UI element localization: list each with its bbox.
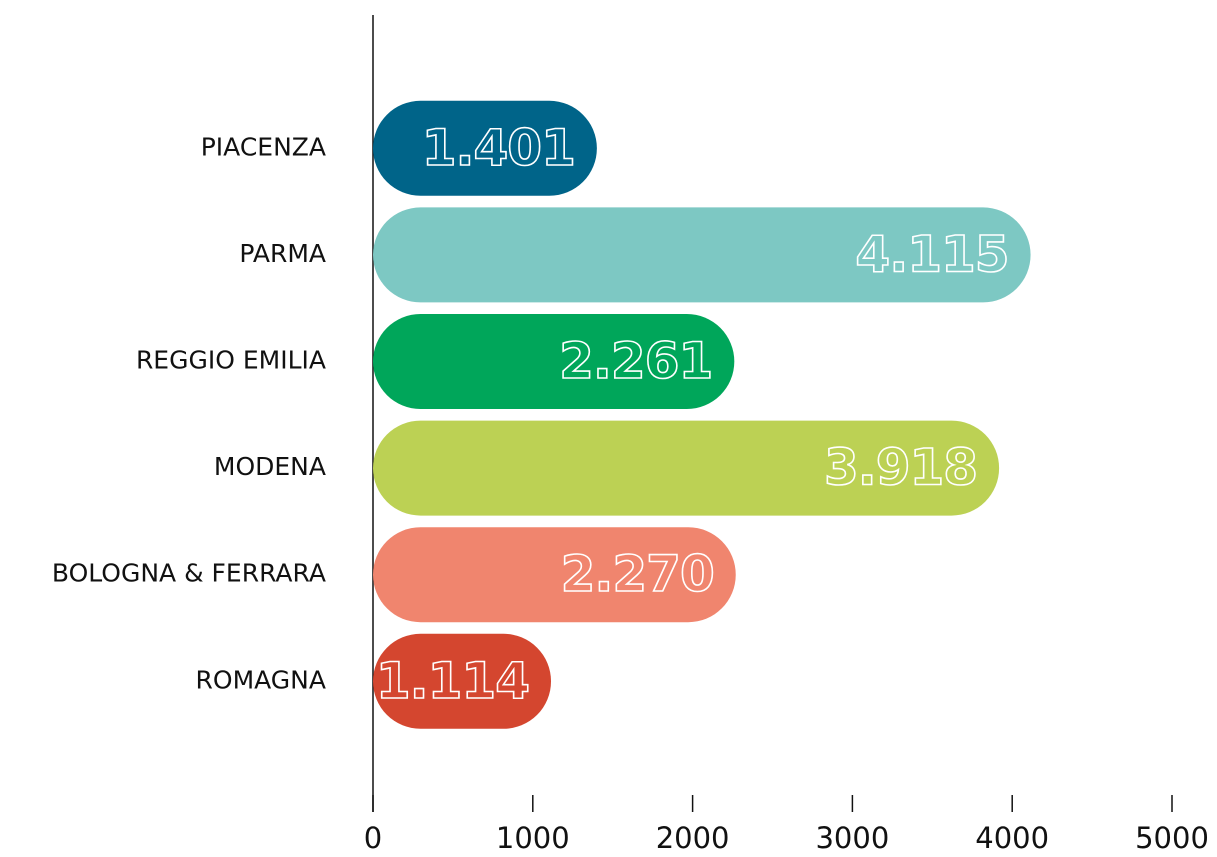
- bar: [373, 633, 552, 729]
- value-label: 4.115: [855, 225, 1008, 283]
- bar: [373, 207, 1031, 303]
- category-label: REGGIO EMILIA: [136, 346, 326, 375]
- x-tick-label: 1000: [496, 821, 570, 855]
- value-label: 2.261: [559, 332, 712, 390]
- bar: [373, 314, 735, 409]
- value-label: 1.114: [376, 652, 529, 710]
- value-label: 1.401: [422, 119, 575, 177]
- category-label: PIACENZA: [201, 132, 326, 161]
- category-label: PARMA: [239, 239, 326, 268]
- x-tick-label: 2000: [656, 821, 730, 855]
- category-label: BOLOGNA & FERRARA: [52, 559, 326, 588]
- value-label: 2.270: [561, 545, 714, 603]
- x-tick-label: 4000: [975, 821, 1049, 855]
- x-tick-label: 5000: [1135, 821, 1209, 855]
- bar: [373, 100, 597, 196]
- bar: [373, 420, 1000, 516]
- bar: [373, 527, 736, 623]
- category-label: ROMAGNA: [196, 665, 326, 694]
- x-tick-label: 0: [364, 821, 382, 855]
- category-label: MODENA: [214, 452, 326, 481]
- value-label: 3.918: [824, 439, 977, 497]
- x-tick-label: 3000: [815, 821, 889, 855]
